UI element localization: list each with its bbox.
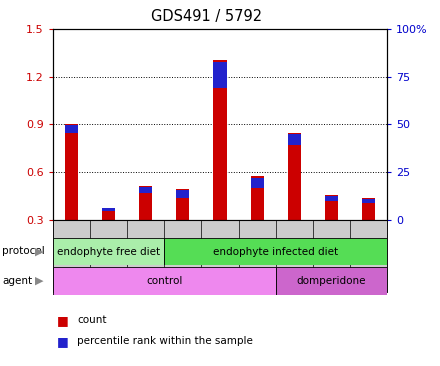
Text: protocol: protocol bbox=[2, 246, 45, 257]
Text: endophyte free diet: endophyte free diet bbox=[57, 247, 160, 257]
Bar bbox=[53, 220, 387, 292]
Bar bbox=[251, 178, 264, 188]
Text: percentile rank within the sample: percentile rank within the sample bbox=[77, 336, 253, 346]
Text: agent: agent bbox=[2, 276, 32, 286]
Text: ■: ■ bbox=[57, 335, 69, 348]
Bar bbox=[176, 190, 189, 220]
Bar bbox=[53, 267, 276, 295]
Text: domperidone: domperidone bbox=[297, 276, 366, 286]
Text: ▶: ▶ bbox=[35, 276, 43, 286]
Text: ■: ■ bbox=[57, 314, 69, 327]
Bar bbox=[362, 199, 375, 203]
Bar bbox=[102, 208, 115, 220]
Text: GDS491 / 5792: GDS491 / 5792 bbox=[151, 9, 262, 24]
Bar bbox=[65, 124, 78, 220]
Bar bbox=[276, 267, 387, 295]
Bar bbox=[251, 176, 264, 220]
Bar bbox=[139, 186, 152, 220]
Text: endophyte infected diet: endophyte infected diet bbox=[213, 247, 338, 257]
Bar bbox=[164, 238, 387, 265]
Bar bbox=[213, 60, 227, 220]
Text: ▶: ▶ bbox=[35, 246, 43, 257]
Bar bbox=[288, 134, 301, 145]
Bar bbox=[288, 133, 301, 220]
Bar bbox=[362, 198, 375, 220]
Text: control: control bbox=[146, 276, 183, 286]
Bar bbox=[325, 196, 338, 201]
Bar bbox=[213, 62, 227, 88]
Bar bbox=[65, 125, 78, 133]
Bar bbox=[325, 195, 338, 220]
Bar bbox=[102, 208, 115, 211]
Bar bbox=[176, 190, 189, 198]
Bar bbox=[139, 187, 152, 193]
Text: count: count bbox=[77, 315, 106, 325]
Bar bbox=[53, 238, 164, 265]
